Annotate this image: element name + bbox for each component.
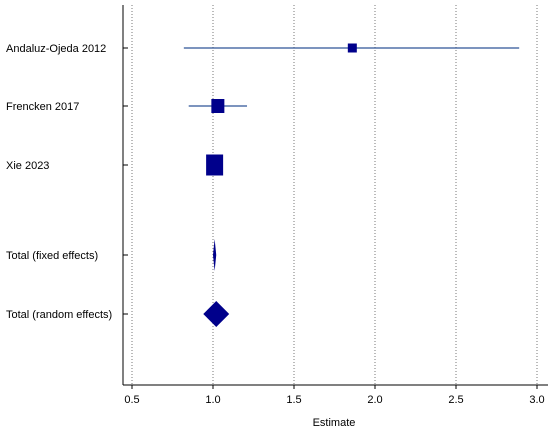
x-tick-label: 2.0	[367, 394, 382, 406]
x-tick-label: 2.5	[448, 394, 463, 406]
x-tick-label: 1.5	[286, 394, 301, 406]
grid-lines	[131, 5, 538, 385]
x-axis-ticks: 0.5 1.0 1.5 2.0 2.5 3.0	[124, 385, 545, 406]
point-estimate-marker	[211, 99, 225, 113]
x-tick-label: 3.0	[529, 394, 544, 406]
study-rows: Andaluz-Ojeda 2012 Frencken 2017 Xie 2023 T…	[6, 43, 520, 327]
total-label: Total (random effects)	[6, 309, 112, 321]
pooled-estimate-diamond	[213, 239, 217, 271]
total-label: Total (fixed effects)	[6, 250, 98, 262]
point-estimate-marker	[206, 154, 224, 176]
study-label: Andaluz-Ojeda 2012	[6, 43, 106, 55]
axes	[122, 5, 548, 386]
x-tick-label: 0.5	[124, 394, 139, 406]
study-label: Xie 2023	[6, 160, 49, 172]
x-tick-label: 1.0	[205, 394, 220, 406]
point-estimate-marker	[347, 43, 357, 53]
pooled-estimate-diamond	[203, 301, 230, 327]
x-axis-title: Estimate	[313, 417, 356, 429]
study-label: Frencken 2017	[6, 101, 79, 113]
